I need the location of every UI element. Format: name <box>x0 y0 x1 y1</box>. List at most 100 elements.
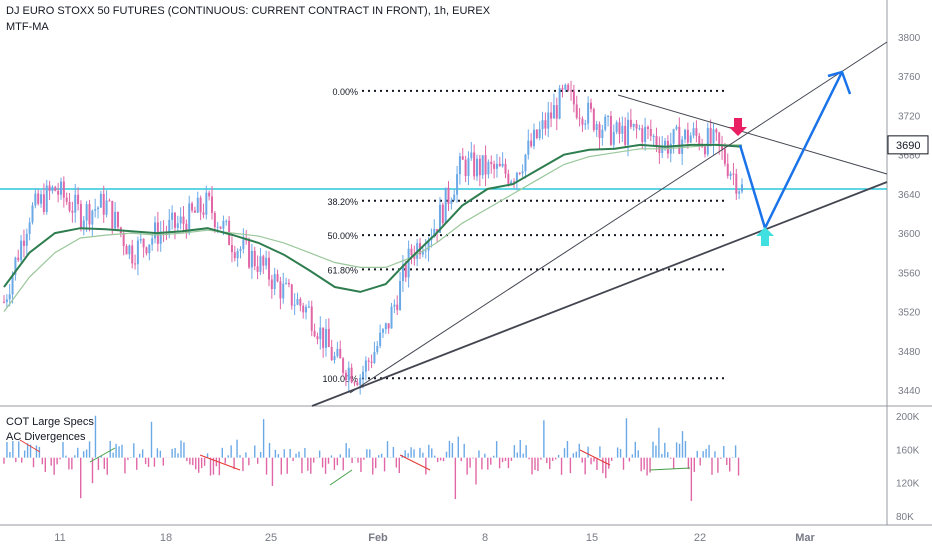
price-tick-label: 3480 <box>898 347 921 358</box>
candle-body <box>732 173 735 175</box>
candle-body <box>396 304 399 310</box>
candle-body <box>14 257 17 275</box>
candle-body <box>450 200 453 204</box>
candle-body <box>689 135 692 143</box>
candle-body <box>344 372 347 381</box>
candle-body <box>256 266 259 272</box>
candle-body <box>484 155 487 175</box>
lower-pane-label-ac: AC Divergences <box>6 431 86 443</box>
candle-body <box>464 159 467 177</box>
candle-body <box>134 263 137 265</box>
candle-body <box>424 250 427 252</box>
candle-body <box>91 210 94 225</box>
trendline-upper[interactable] <box>349 41 888 394</box>
candle-body <box>185 223 188 234</box>
candle-body <box>675 126 678 130</box>
candle-body <box>148 244 151 254</box>
candle-body <box>584 123 587 125</box>
candle-body <box>532 129 535 147</box>
candle-body <box>481 155 484 176</box>
trendline-descending[interactable] <box>617 94 888 175</box>
chart-title: DJ EURO STOXX 50 FUTURES (CONTINUOUS: CU… <box>6 5 491 17</box>
candle-body <box>552 105 555 119</box>
candle-body <box>142 238 145 248</box>
candle-body <box>350 367 353 383</box>
candle-body <box>726 163 729 177</box>
divergence-line <box>199 454 241 471</box>
candle-body <box>635 123 638 129</box>
candle-body <box>433 229 436 237</box>
candle-body <box>652 135 655 137</box>
candle-body <box>296 299 299 305</box>
trendline-lower[interactable] <box>311 181 888 407</box>
candle-body <box>629 119 632 127</box>
candle-body <box>558 88 561 119</box>
price-tick-label: 3560 <box>898 268 921 279</box>
candle-body <box>330 346 333 361</box>
candle-body <box>116 211 119 228</box>
projection-arrowhead <box>827 70 852 95</box>
candle-body <box>521 171 524 174</box>
candle-body <box>362 371 365 378</box>
candle-body <box>299 299 302 306</box>
candle-body <box>313 330 316 337</box>
candle-body <box>478 158 481 176</box>
candle-body <box>136 240 139 265</box>
candle-body <box>82 220 85 228</box>
candle-body <box>208 192 211 197</box>
candle-body <box>353 382 356 384</box>
candle-body <box>438 204 441 233</box>
candle-body <box>518 172 521 174</box>
candle-body <box>421 251 424 255</box>
candle-body <box>131 245 134 264</box>
candle-body <box>248 239 251 268</box>
candle-body <box>735 173 738 194</box>
candle-body <box>171 212 174 220</box>
candle-body <box>513 181 516 183</box>
candle-body <box>550 112 553 119</box>
price-tick-label: 3720 <box>898 111 921 122</box>
candle-body <box>376 345 379 352</box>
candle-body <box>632 123 635 127</box>
candle-body <box>681 139 684 154</box>
candle-body <box>592 108 595 130</box>
candle-body <box>535 129 538 138</box>
candle-body <box>31 205 34 223</box>
candle-body <box>387 323 390 329</box>
candle-body <box>646 126 649 130</box>
candle-body <box>598 124 601 138</box>
time-tick-label: Feb <box>368 532 388 544</box>
candle-body <box>114 211 117 229</box>
candle-body <box>524 154 527 172</box>
candle-body <box>279 281 282 299</box>
candle-body <box>173 212 176 228</box>
candle-body <box>213 212 216 228</box>
candle-body <box>17 257 20 261</box>
candle-body <box>125 246 128 255</box>
candle-body <box>587 102 590 124</box>
divergence-line <box>89 447 116 463</box>
candle-body <box>373 351 376 363</box>
candle-body <box>77 194 80 205</box>
candle-body <box>253 250 256 267</box>
candle-body <box>427 240 430 251</box>
candle-body <box>547 112 550 129</box>
candle-body <box>99 193 102 208</box>
price-tick-label: 3640 <box>898 190 921 201</box>
fib-level-label: 61.80% <box>327 265 358 275</box>
time-tick-label: 8 <box>482 532 488 544</box>
candle-body <box>57 190 60 195</box>
indicator-label: MTF-MA <box>6 21 49 33</box>
candle-body <box>467 158 470 177</box>
candle-body <box>723 149 726 164</box>
divergence-line <box>579 449 611 466</box>
candle-body <box>453 194 456 201</box>
candle-body <box>461 156 464 160</box>
candle-body <box>319 327 322 340</box>
candle-body <box>609 116 612 145</box>
candle-body <box>8 294 11 300</box>
candle-body <box>293 304 296 306</box>
candle-body <box>672 129 675 144</box>
candle-body <box>40 194 43 204</box>
